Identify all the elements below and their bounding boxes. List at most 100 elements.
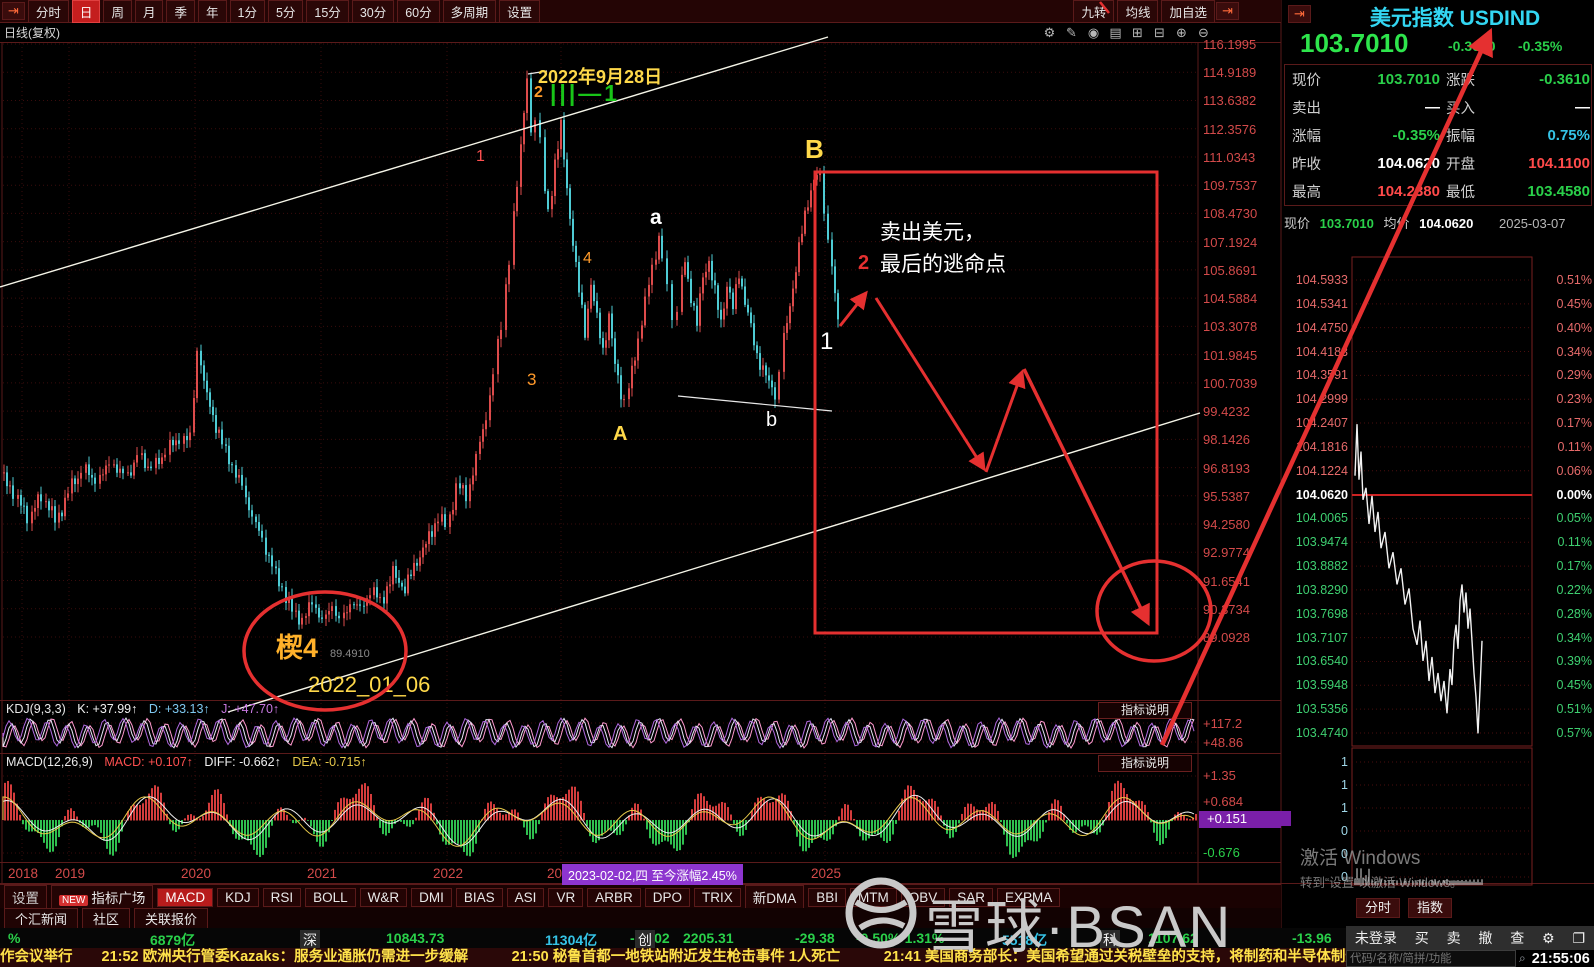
period-tab-60分[interactable]: 60分 — [397, 0, 440, 23]
hand-icon[interactable]: ⊞ — [1132, 25, 1143, 40]
ladder-pct: 0.11% — [1557, 535, 1592, 550]
tab-settings[interactable]: 设置 — [4, 885, 47, 909]
annotation-wave1: 1 — [476, 148, 485, 165]
period-tab-1分[interactable]: 1分 — [229, 0, 265, 23]
tool-九转[interactable]: 九转 — [1073, 0, 1115, 23]
period-tab-年[interactable]: 年 — [197, 0, 227, 23]
quote-date: 2025-03-07 — [1499, 216, 1566, 231]
pen-icon[interactable]: ✎ — [1066, 25, 1077, 40]
tool-加自选[interactable]: 加自选 — [1161, 0, 1215, 23]
avg-row-price: 103.7010 — [1319, 216, 1374, 231]
draw-toolbar: ⚙ ✎ ◉ ▤ ⊞ ⊟ ⊕ ⊖ — [1042, 25, 1211, 41]
tab-indicator-plaza[interactable]: NEW 指标广场 — [51, 885, 154, 909]
macd-label-row: MACD(12,26,9) MACD: +0.107↑ DIFF: -0.662… — [6, 755, 375, 769]
ladder-price: 103.7107 — [1295, 630, 1348, 645]
price-axis-label: 94.2580 — [1203, 517, 1250, 533]
indicator-tab-SAR[interactable]: SAR — [949, 887, 994, 907]
ladder-price: 103.5356 — [1295, 702, 1348, 717]
price-axis-label: 91.6541 — [1203, 573, 1250, 589]
indicator-tab-DMI[interactable]: DMI — [411, 887, 452, 907]
subtab-社区[interactable]: 社区 — [82, 907, 131, 929]
window-icon[interactable]: ❐ — [1572, 929, 1585, 946]
kdj-k-value: K: +37.99↑ — [77, 702, 138, 716]
indicator-tab-MTM[interactable]: MTM — [850, 887, 897, 907]
price-axis-label: 92.9774 — [1203, 545, 1250, 561]
gear-icon[interactable]: ⚙ — [1043, 25, 1056, 40]
period-tab-周[interactable]: 周 — [103, 0, 132, 23]
watermark-activate-line1: 激活 Windows — [1300, 848, 1421, 869]
ladder-pct: 0.39% — [1556, 654, 1592, 669]
collapse-panel-icon[interactable]: ⇥ — [1288, 5, 1311, 23]
ladder-pct: 0.28% — [1556, 606, 1592, 621]
indicator-tab-BIAS[interactable]: BIAS — [455, 887, 503, 907]
trade-button-卖[interactable]: 卖 — [1446, 930, 1461, 946]
quote-row: 卖出 — 买入 — — [1285, 93, 1591, 121]
quote-label: 最低 — [1446, 184, 1475, 201]
trade-button-撤[interactable]: 撤 — [1478, 930, 1493, 946]
period-tab-季[interactable]: 季 — [166, 0, 195, 23]
indicator-tab-MACD[interactable]: MACD — [157, 887, 214, 907]
quote-label: 开盘 — [1446, 156, 1475, 173]
indicator-tab-BOLL[interactable]: BOLL — [305, 887, 356, 907]
ladder-pct: 0.34% — [1556, 630, 1592, 645]
indicator-tab-RSI[interactable]: RSI — [262, 887, 302, 907]
period-tab-5分[interactable]: 5分 — [267, 0, 304, 23]
index-value: -13.96 — [1292, 930, 1332, 946]
price-axis-label: 101.9845 — [1203, 347, 1258, 363]
period-tab-30分[interactable]: 30分 — [351, 0, 395, 23]
settings-gear-icon[interactable]: ⚙ — [1542, 929, 1555, 946]
xueqiu-logo-icon — [845, 877, 917, 949]
period-tab-多周期[interactable]: 多周期 — [442, 0, 497, 23]
ladder-pct: 0.45% — [1556, 296, 1592, 311]
subtab-关联报价[interactable]: 关联报价 — [134, 907, 209, 929]
symbol-search-input[interactable] — [1346, 950, 1516, 967]
annotation-wedge-price: 89.4910 — [330, 648, 370, 660]
kdj-indicator-help-button[interactable]: 指标说明 — [1098, 702, 1192, 719]
indicator-tab-W&R[interactable]: W&R — [359, 887, 408, 907]
volume-axis-label: 0 — [1341, 870, 1348, 884]
trade-button-查[interactable]: 查 — [1510, 930, 1525, 946]
indicator-tab-BBI[interactable]: BBI — [808, 887, 847, 907]
mini-tab-分时[interactable]: 分时 — [1356, 898, 1401, 918]
ladder-price: 104.4750 — [1295, 320, 1348, 335]
indicator-tab-新DMA[interactable]: 新DMA — [744, 885, 805, 909]
indicator-tab-ASI[interactable]: ASI — [506, 887, 545, 907]
indicator-tab-ARBR[interactable]: ARBR — [587, 887, 641, 907]
quote-label: 现价 — [1292, 72, 1321, 89]
indicator-tab-KDJ[interactable]: KDJ — [217, 887, 259, 907]
collapse-left-icon[interactable]: ⇥ — [2, 2, 25, 20]
quote-label: 买入 — [1446, 100, 1475, 117]
clock: 21:55:06 — [1531, 950, 1590, 967]
trade-button-买[interactable]: 买 — [1414, 930, 1429, 946]
indicator-tab-DPO[interactable]: DPO — [644, 887, 690, 907]
eye-icon[interactable]: ◉ — [1087, 25, 1100, 40]
search-icon: ⌕ — [1519, 951, 1526, 965]
period-tab-分时[interactable]: 分时 — [27, 0, 69, 23]
quote-row: 涨幅 -0.35% 振幅 0.75% — [1285, 121, 1591, 149]
indicator-tab-VR[interactable]: VR — [548, 887, 584, 907]
period-tab-设置[interactable]: 设置 — [499, 0, 541, 23]
mini-tab-指数[interactable]: 指数 — [1408, 898, 1453, 918]
indicator-tab-EXPMA[interactable]: EXPMA — [997, 887, 1061, 907]
quote-label: 卖出 — [1292, 100, 1321, 117]
macd-indicator-help-button[interactable]: 指标说明 — [1098, 755, 1192, 772]
zoom-in-icon[interactable]: ⊕ — [1176, 25, 1187, 40]
ladder-pct: 0.22% — [1556, 582, 1592, 597]
tool-均线[interactable]: 均线 — [1117, 0, 1159, 23]
collapse-chart-icon[interactable]: ⇥ — [1216, 2, 1239, 20]
price-axis-label: 100.7039 — [1203, 375, 1258, 391]
login-button[interactable]: 未登录 — [1354, 930, 1397, 946]
price-axis-label: 107.1924 — [1203, 234, 1258, 250]
indicator-tab-TRIX[interactable]: TRIX — [693, 887, 741, 907]
year-label-2021: 2021 — [307, 866, 338, 881]
period-tab-日[interactable]: 日 — [71, 0, 101, 23]
subtab-个汇新闻[interactable]: 个汇新闻 — [4, 907, 79, 929]
ladder-pct: 0.34% — [1556, 344, 1592, 359]
lock-icon[interactable]: ⊟ — [1154, 25, 1165, 40]
quote-label: 振幅 — [1446, 128, 1475, 145]
trash-icon[interactable]: ▤ — [1109, 25, 1122, 40]
ladder-pct: 0.05% — [1556, 511, 1592, 526]
zoom-out-icon[interactable]: ⊖ — [1198, 25, 1209, 40]
period-tab-15分[interactable]: 15分 — [306, 0, 349, 23]
period-tab-月[interactable]: 月 — [134, 0, 164, 23]
